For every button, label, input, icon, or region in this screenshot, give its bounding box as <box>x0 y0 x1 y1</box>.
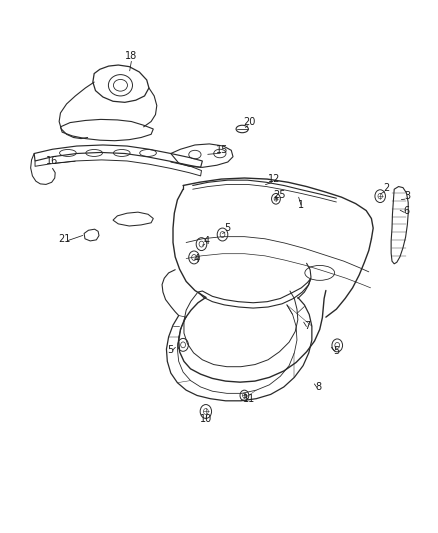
Text: 20: 20 <box>244 117 256 126</box>
Text: 18: 18 <box>125 51 138 61</box>
Text: 2: 2 <box>383 183 389 192</box>
Text: 25: 25 <box>273 190 286 200</box>
Text: 5: 5 <box>333 346 339 356</box>
Text: 4: 4 <box>204 236 210 246</box>
Text: 16: 16 <box>46 156 58 166</box>
Text: 12: 12 <box>268 174 280 184</box>
Text: 6: 6 <box>403 206 410 216</box>
Text: 10: 10 <box>200 414 212 424</box>
Text: 21: 21 <box>59 234 71 244</box>
Text: 15: 15 <box>216 146 229 155</box>
Text: 1: 1 <box>298 200 304 209</box>
Text: 7: 7 <box>304 321 311 331</box>
Text: 5: 5 <box>224 223 230 233</box>
Text: 8: 8 <box>315 382 321 392</box>
Text: 3: 3 <box>404 191 410 201</box>
Text: 5: 5 <box>167 345 173 354</box>
Text: 11: 11 <box>243 394 255 403</box>
Text: 4: 4 <box>193 254 199 264</box>
